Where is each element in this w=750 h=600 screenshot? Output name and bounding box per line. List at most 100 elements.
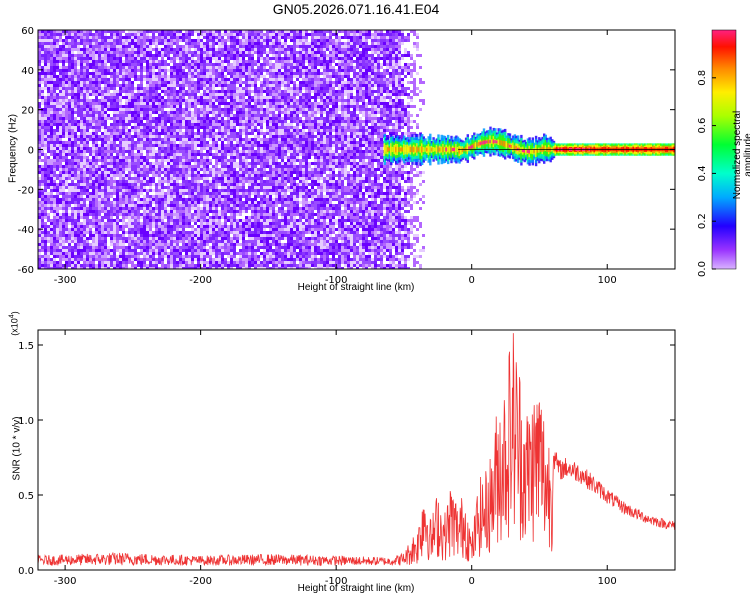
- heatmap-cell: [59, 147, 62, 150]
- heatmap-cell: [116, 132, 119, 135]
- heatmap-cell: [167, 63, 170, 66]
- heatmap-cell: [95, 138, 98, 141]
- heatmap-cell: [416, 114, 419, 117]
- heatmap-cell: [152, 72, 155, 75]
- heatmap-cell: [59, 72, 62, 75]
- heatmap-cell: [92, 147, 95, 150]
- heatmap-cell: [242, 33, 245, 36]
- heatmap-cell: [80, 39, 83, 42]
- heatmap-cell: [326, 66, 329, 69]
- heatmap-cell: [152, 90, 155, 93]
- heatmap-cell: [131, 60, 134, 63]
- heatmap-cell: [104, 96, 107, 99]
- heatmap-cell: [278, 30, 281, 33]
- heatmap-cell: [254, 114, 257, 117]
- heatmap-cell: [353, 126, 356, 129]
- heatmap-cell: [92, 33, 95, 36]
- heatmap-cell: [290, 117, 293, 120]
- heatmap-cell: [131, 111, 134, 114]
- heatmap-cell: [206, 93, 209, 96]
- heatmap-cell: [356, 78, 359, 81]
- heatmap-cell: [68, 48, 71, 51]
- heatmap-cell: [254, 129, 257, 132]
- heatmap-cell: [53, 54, 56, 57]
- heatmap-cell: [104, 138, 107, 141]
- heatmap-cell: [47, 66, 50, 69]
- heatmap-cell: [47, 39, 50, 42]
- heatmap-cell: [218, 84, 221, 87]
- heatmap-cell: [359, 39, 362, 42]
- heatmap-cell: [44, 99, 47, 102]
- heatmap-cell: [353, 69, 356, 72]
- heatmap-cell: [269, 51, 272, 54]
- heatmap-cell: [101, 36, 104, 39]
- heatmap-cell: [326, 39, 329, 42]
- heatmap-cell: [200, 120, 203, 123]
- heatmap-cell: [212, 108, 215, 111]
- heatmap-cell: [353, 138, 356, 141]
- heatmap-cell: [212, 42, 215, 45]
- heatmap-cell: [164, 153, 167, 156]
- heatmap-cell: [323, 123, 326, 126]
- heatmap-cell: [212, 48, 215, 51]
- heatmap-cell: [59, 111, 62, 114]
- heatmap-cell: [338, 153, 341, 156]
- heatmap-cell: [203, 153, 206, 156]
- heatmap-cell: [392, 57, 395, 60]
- heatmap-cell: [218, 81, 221, 84]
- heatmap-cell: [212, 45, 215, 48]
- heatmap-cell: [164, 105, 167, 108]
- heatmap-cell: [260, 96, 263, 99]
- heatmap-cell: [380, 87, 383, 90]
- heatmap-cell: [68, 144, 71, 147]
- heatmap-cell: [185, 138, 188, 141]
- heatmap-cell: [128, 114, 131, 117]
- heatmap-cell: [71, 141, 74, 144]
- heatmap-cell: [377, 132, 380, 135]
- heatmap-cell: [377, 66, 380, 69]
- heatmap-cell: [92, 123, 95, 126]
- heatmap-cell: [80, 81, 83, 84]
- heatmap-cell: [377, 33, 380, 36]
- heatmap-cell: [194, 111, 197, 114]
- heatmap-cell: [278, 54, 281, 57]
- heatmap-cell: [230, 120, 233, 123]
- heatmap-cell: [179, 39, 182, 42]
- heatmap-cell: [326, 105, 329, 108]
- heatmap-cell: [218, 30, 221, 33]
- heatmap-cell: [383, 105, 386, 108]
- heatmap-cell: [56, 138, 59, 141]
- heatmap-cell: [62, 90, 65, 93]
- heatmap-cell: [215, 111, 218, 114]
- heatmap-cell: [254, 117, 257, 120]
- heatmap-cell: [380, 144, 383, 147]
- heatmap-cell: [230, 99, 233, 102]
- heatmap-cell: [338, 54, 341, 57]
- heatmap-cell: [323, 84, 326, 87]
- heatmap-cell: [71, 81, 74, 84]
- heatmap-cell: [239, 57, 242, 60]
- heatmap-cell: [380, 123, 383, 126]
- heatmap-cell: [161, 48, 164, 51]
- heatmap-cell: [311, 153, 314, 156]
- heatmap-cell: [260, 72, 263, 75]
- heatmap-cell: [161, 54, 164, 57]
- heatmap-cell: [62, 120, 65, 123]
- heatmap-cell: [176, 147, 179, 150]
- heatmap-cell: [248, 96, 251, 99]
- heatmap-cell: [47, 90, 50, 93]
- heatmap-cell: [359, 117, 362, 120]
- heatmap-cell: [302, 120, 305, 123]
- heatmap-cell: [50, 135, 53, 138]
- heatmap-cell: [344, 45, 347, 48]
- heatmap-cell: [347, 30, 350, 33]
- heatmap-cell: [353, 132, 356, 135]
- heatmap-cell: [137, 69, 140, 72]
- heatmap-cell: [50, 30, 53, 33]
- heatmap-cell: [299, 30, 302, 33]
- heatmap-cell: [242, 102, 245, 105]
- heatmap-cell: [101, 123, 104, 126]
- heatmap-cell: [155, 66, 158, 69]
- heatmap-cell: [101, 90, 104, 93]
- heatmap-cell: [314, 87, 317, 90]
